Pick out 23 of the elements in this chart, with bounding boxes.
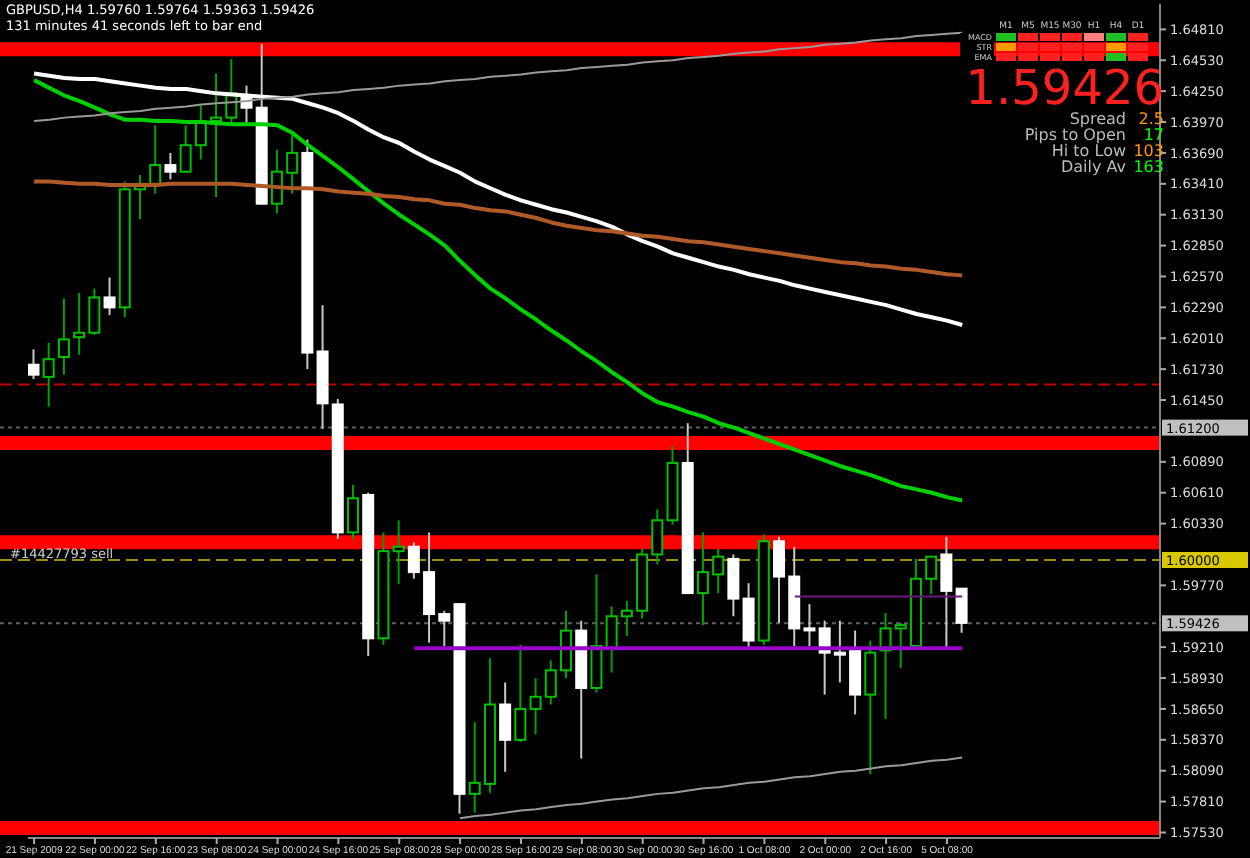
- candlestick: [864, 639, 877, 776]
- text: Spread 2.5: [1069, 110, 1164, 128]
- candlestick: [103, 276, 116, 317]
- candlestick: [727, 553, 740, 618]
- line-series: [32, 78, 965, 503]
- candlestick: [499, 681, 512, 773]
- candlestick: [42, 341, 55, 408]
- candlestick: [590, 573, 603, 694]
- candlestick: [392, 519, 405, 586]
- candlestick: [940, 535, 953, 650]
- candlestick: [514, 643, 527, 744]
- candlestick: [57, 297, 70, 376]
- candlestick: [28, 348, 40, 381]
- text: Hi to Low 103: [1051, 142, 1164, 160]
- candlestick: [164, 151, 177, 181]
- candlestick: [955, 587, 968, 634]
- candlestick: [346, 483, 359, 541]
- line-series: [459, 756, 964, 820]
- line-series: [32, 71, 965, 328]
- text: Pips to Open 17: [1024, 126, 1164, 144]
- candlestick: [742, 582, 755, 650]
- candlestick: [149, 124, 162, 195]
- text: Daily Av 163: [1060, 158, 1164, 176]
